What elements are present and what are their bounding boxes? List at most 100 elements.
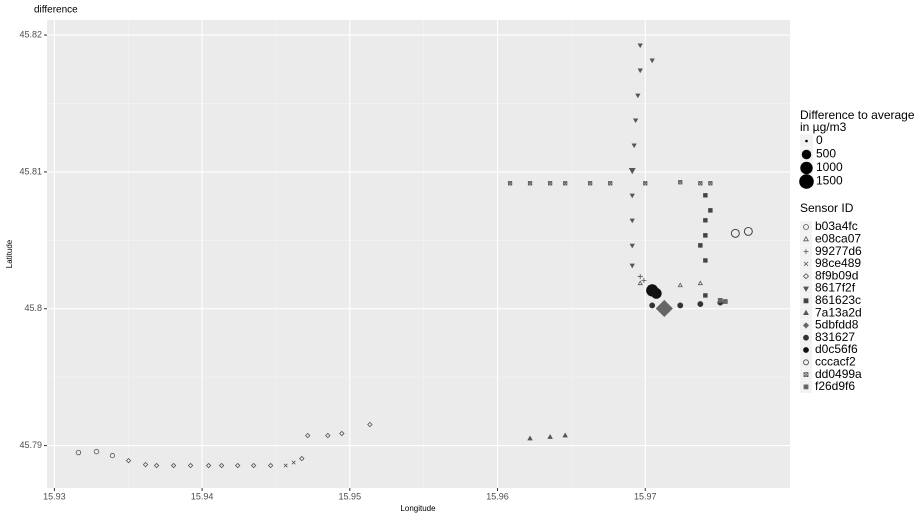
point <box>649 58 655 64</box>
point <box>803 298 809 304</box>
point <box>643 181 648 186</box>
legend-label: dd0499a <box>815 367 862 381</box>
point <box>635 93 641 99</box>
point <box>677 302 684 309</box>
panel <box>47 20 790 488</box>
point <box>93 448 100 455</box>
point <box>637 280 643 286</box>
legend-label: 1500 <box>816 174 843 188</box>
legend-label: 831627 <box>815 330 855 344</box>
point <box>629 218 635 224</box>
point <box>803 261 809 267</box>
point <box>547 433 553 439</box>
point <box>722 299 728 304</box>
point <box>629 193 635 199</box>
point <box>608 181 613 186</box>
point <box>677 282 683 288</box>
point <box>187 462 194 469</box>
legend-size <box>800 161 813 175</box>
point <box>507 181 513 186</box>
point <box>153 462 160 469</box>
point <box>803 359 809 366</box>
point <box>803 372 809 377</box>
point <box>563 181 568 186</box>
point <box>655 299 673 318</box>
point <box>803 347 809 353</box>
point <box>562 432 568 438</box>
legend-size <box>801 149 812 160</box>
y-tick-label: 45.82 <box>19 29 42 39</box>
point <box>170 462 177 469</box>
legend-title: in µg/m3 <box>800 120 847 134</box>
point <box>75 449 82 456</box>
legend-key <box>800 356 812 369</box>
point <box>703 258 708 263</box>
legend-size <box>799 174 814 189</box>
point <box>339 430 345 437</box>
x-tick-label: 15.93 <box>43 491 66 501</box>
y-tick-label: 45.79 <box>19 440 42 450</box>
legend-label: d0c56f6 <box>815 342 858 356</box>
legend-label: 8f9b09d <box>815 268 858 282</box>
legend-label: 0 <box>816 133 823 147</box>
point <box>803 309 809 315</box>
point <box>109 453 115 459</box>
point <box>803 235 809 242</box>
legend-label: b03a4fc <box>815 219 858 233</box>
x-axis-label: Longitude <box>400 504 436 513</box>
legend-label: f26d9f6 <box>815 379 855 393</box>
point <box>678 180 683 185</box>
legend-label: 861623c <box>815 293 861 307</box>
point <box>703 218 708 223</box>
point <box>547 181 553 186</box>
point <box>698 243 703 248</box>
point <box>633 118 639 124</box>
legend-label: 7a13a2d <box>815 305 862 319</box>
point <box>697 280 703 286</box>
point <box>637 43 643 49</box>
point <box>631 143 637 149</box>
x-tick-label: 15.97 <box>634 491 657 501</box>
legend-label: 98ce489 <box>815 256 861 270</box>
legend-label: 99277d6 <box>815 244 862 258</box>
point <box>283 463 288 468</box>
point <box>588 181 593 186</box>
point <box>698 181 703 186</box>
legend-label: 8617f2f <box>815 281 856 295</box>
legend-label: 1000 <box>816 160 843 174</box>
point <box>641 277 647 283</box>
point <box>743 226 753 236</box>
point <box>803 334 809 341</box>
point <box>325 432 331 439</box>
legend-key <box>800 233 812 246</box>
point <box>125 457 132 464</box>
point <box>650 288 662 299</box>
point <box>527 181 533 186</box>
legend-title: Sensor ID <box>800 201 854 215</box>
point <box>637 68 643 74</box>
point <box>234 462 241 469</box>
point <box>305 432 311 439</box>
point <box>802 322 810 329</box>
point <box>717 297 723 303</box>
y-tick-label: 45.8 <box>24 303 42 313</box>
legend-label: 500 <box>816 147 836 161</box>
point <box>803 249 809 255</box>
point <box>802 273 810 280</box>
point <box>703 193 708 198</box>
point <box>218 462 225 469</box>
legend-key <box>800 221 812 233</box>
point <box>291 460 296 465</box>
legend-title: Difference to average <box>800 108 915 122</box>
point <box>803 384 809 390</box>
point <box>267 462 274 469</box>
legend-label: e08ca07 <box>815 231 861 245</box>
legend-size <box>805 139 808 143</box>
point <box>803 286 809 292</box>
legend-label: 5dbfdd8 <box>815 318 859 332</box>
point <box>803 224 809 230</box>
point <box>703 233 708 238</box>
point <box>142 461 149 468</box>
point <box>649 302 656 309</box>
